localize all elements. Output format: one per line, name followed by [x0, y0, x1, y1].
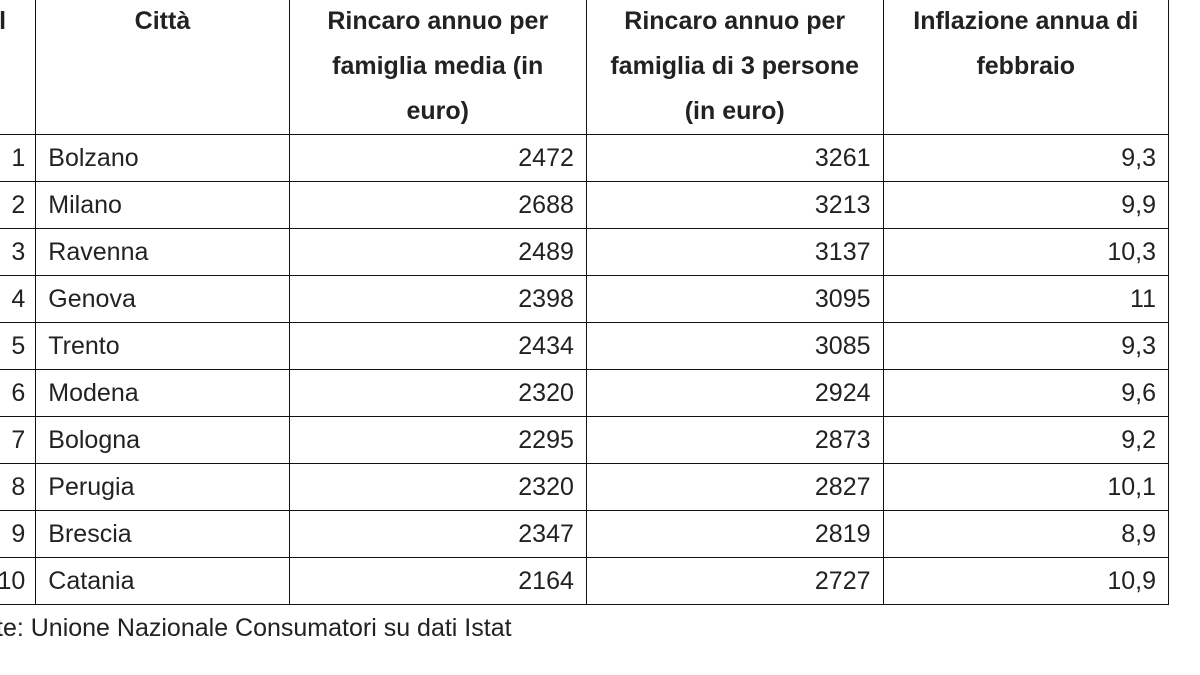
value-cell: 10 [0, 557, 37, 605]
value-cell: 3085 [585, 322, 884, 370]
city-cell: Trento [35, 322, 290, 370]
header-cell: l [0, 0, 37, 135]
header-cell: Città [35, 0, 290, 135]
value-cell: 8 [0, 463, 37, 511]
value-cell: 9,6 [882, 369, 1170, 417]
header-cell: Rincaro annuo per famiglia media (in eur… [288, 0, 587, 135]
city-cell: Catania [35, 557, 290, 605]
value-cell: 2688 [288, 181, 587, 229]
table-row: 7 Bologna 2295 2873 9,2 [0, 416, 1170, 464]
table-row: 4 Genova 2398 3095 11 [0, 275, 1170, 323]
table-row: 9 Brescia 2347 2819 8,9 [0, 510, 1170, 558]
value-cell: 1 [0, 134, 37, 182]
value-cell: 2320 [288, 369, 587, 417]
table-row: 3 Ravenna 2489 3137 10,3 [0, 228, 1170, 276]
data-table: l Città Rincaro annuo per famiglia media (… [0, 0, 1170, 605]
table-row: 6 Modena 2320 2924 9,6 [0, 369, 1170, 417]
value-cell: 10,9 [882, 557, 1170, 605]
value-cell: 2164 [288, 557, 587, 605]
header-row: l Città Rincaro annuo per famiglia media (… [0, 0, 1170, 135]
value-cell: 9,3 [882, 322, 1170, 370]
value-cell: 2347 [288, 510, 587, 558]
value-cell: 7 [0, 416, 37, 464]
value-cell: 9,9 [882, 181, 1170, 229]
city-cell: Bolzano [35, 134, 290, 182]
table-row: 5 Trento 2434 3085 9,3 [0, 322, 1170, 370]
value-cell: 9,3 [882, 134, 1170, 182]
value-cell: 5 [0, 322, 37, 370]
table-row: 10 Catania 2164 2727 10,9 [0, 557, 1170, 605]
city-cell: Modena [35, 369, 290, 417]
source-note: te: Unione Nazionale Consumatori su dati… [0, 614, 512, 642]
header-cell: Inflazione annua di febbraio [882, 0, 1170, 135]
city-cell: Perugia [35, 463, 290, 511]
table-row: 2 Milano 2688 3213 9,9 [0, 181, 1170, 229]
value-cell: 10,1 [882, 463, 1170, 511]
value-cell: 8,9 [882, 510, 1170, 558]
value-cell: 2819 [585, 510, 884, 558]
value-cell: 2727 [585, 557, 884, 605]
value-cell: 9 [0, 510, 37, 558]
value-cell: 3137 [585, 228, 884, 276]
value-cell: 2489 [288, 228, 587, 276]
value-cell: 3095 [585, 275, 884, 323]
value-cell: 2827 [585, 463, 884, 511]
value-cell: 10,3 [882, 228, 1170, 276]
value-cell: 2924 [585, 369, 884, 417]
city-cell: Bologna [35, 416, 290, 464]
value-cell: 9,2 [882, 416, 1170, 464]
city-cell: Genova [35, 275, 290, 323]
value-cell: 3213 [585, 181, 884, 229]
value-cell: 3261 [585, 134, 884, 182]
value-cell: 11 [882, 275, 1170, 323]
city-cell: Milano [35, 181, 290, 229]
city-cell: Ravenna [35, 228, 290, 276]
value-cell: 2434 [288, 322, 587, 370]
value-cell: 2 [0, 181, 37, 229]
value-cell: 6 [0, 369, 37, 417]
value-cell: 4 [0, 275, 37, 323]
value-cell: 2398 [288, 275, 587, 323]
table-row: 8 Perugia 2320 2827 10,1 [0, 463, 1170, 511]
value-cell: 3 [0, 228, 37, 276]
table-body: 1 Bolzano 2472 3261 9,3 2 Milano 2688 3213 9,9 3 Ra… [0, 134, 1170, 605]
city-cell: Brescia [35, 510, 290, 558]
value-cell: 2472 [288, 134, 587, 182]
value-cell: 2320 [288, 463, 587, 511]
header-cell: Rincaro annuo per famiglia di 3 persone … [585, 0, 884, 135]
value-cell: 2295 [288, 416, 587, 464]
table-row: 1 Bolzano 2472 3261 9,3 [0, 134, 1170, 182]
value-cell: 2873 [585, 416, 884, 464]
